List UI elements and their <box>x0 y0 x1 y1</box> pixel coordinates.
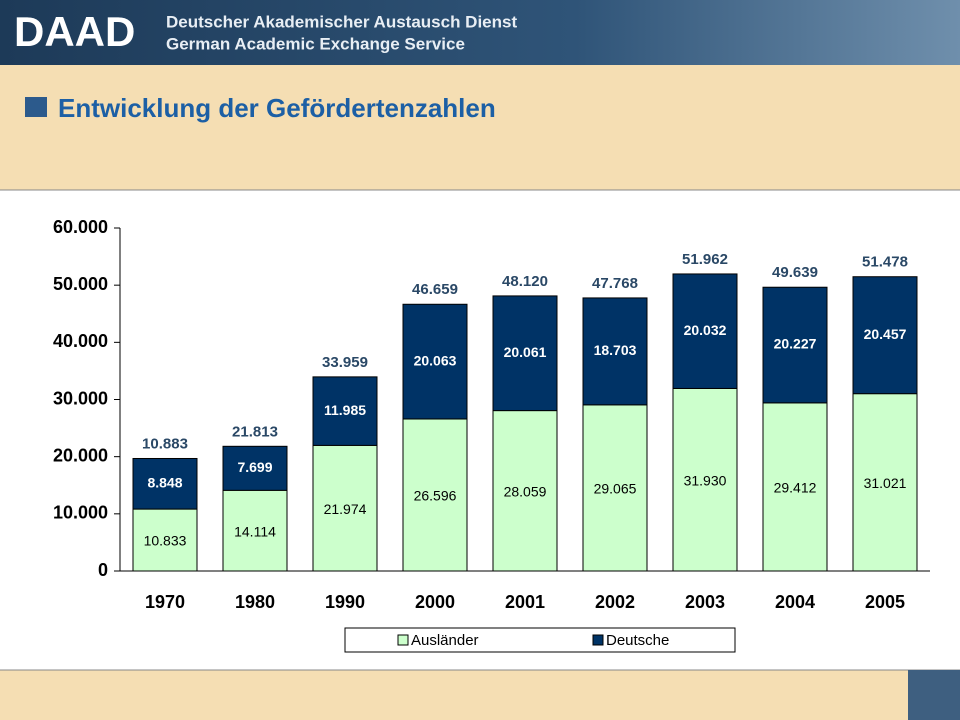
value-label: 20.061 <box>504 344 547 360</box>
header-line: Deutscher Akademischer Austausch Dienst <box>166 12 517 31</box>
bar-segment <box>852 276 918 395</box>
value-label: 31.930 <box>684 472 727 488</box>
bar-segment <box>132 508 198 572</box>
x-tick-label: 2002 <box>595 592 635 612</box>
value-label: 20.032 <box>684 322 727 338</box>
value-label: 20.063 <box>414 352 457 368</box>
x-tick-label: 1970 <box>145 592 185 612</box>
value-label: 7.699 <box>237 459 272 475</box>
y-tick-label: 10.000 <box>53 503 108 523</box>
title-band <box>0 65 960 190</box>
total-label: 49.639 <box>772 264 818 281</box>
bar-segment <box>762 286 828 404</box>
value-label: 8.848 <box>147 474 182 490</box>
value-label: 29.065 <box>594 481 637 497</box>
y-tick-label: 50.000 <box>53 274 108 294</box>
bar-segment <box>852 393 918 572</box>
y-tick-label: 20.000 <box>53 445 108 465</box>
bar-segment <box>132 457 198 510</box>
legend-swatch <box>592 634 604 646</box>
value-label: 29.412 <box>774 480 817 496</box>
value-label: 31.021 <box>864 475 907 491</box>
value-label: 20.457 <box>864 326 907 342</box>
bar-segment <box>492 295 558 412</box>
x-tick-label: 2005 <box>865 592 905 612</box>
total-label: 47.768 <box>592 275 638 292</box>
value-label: 26.596 <box>414 488 457 504</box>
header-line: German Academic Exchange Service <box>166 34 465 53</box>
value-label: 10.833 <box>144 533 187 549</box>
legend <box>344 627 736 653</box>
header-bar <box>0 0 960 65</box>
bar-segment <box>312 376 378 446</box>
bar-segment <box>762 402 828 572</box>
total-label: 21.813 <box>232 423 278 440</box>
logo: DAAD <box>14 8 135 55</box>
value-label: 14.114 <box>234 523 276 539</box>
y-tick-label: 0 <box>98 560 108 580</box>
x-tick-label: 1980 <box>235 592 275 612</box>
y-tick-label: 60.000 <box>53 217 108 237</box>
legend-swatch <box>397 634 409 646</box>
bar-segment <box>402 303 468 420</box>
bar-segment <box>222 445 288 491</box>
total-label: 33.959 <box>322 354 368 371</box>
slide-title: Entwicklung der Gefördertenzahlen <box>58 93 496 123</box>
x-tick-label: 2000 <box>415 592 455 612</box>
total-label: 48.120 <box>502 273 548 290</box>
bar-segment <box>672 273 738 389</box>
y-tick-label: 30.000 <box>53 388 108 408</box>
total-label: 51.962 <box>682 251 728 268</box>
bar-segment <box>222 489 288 572</box>
x-tick-label: 2001 <box>505 592 545 612</box>
y-tick-label: 40.000 <box>53 331 108 351</box>
value-label: 28.059 <box>504 484 547 500</box>
value-label: 11.985 <box>324 402 366 418</box>
x-tick-label: 2003 <box>685 592 725 612</box>
value-label: 20.227 <box>774 336 817 352</box>
total-label: 46.659 <box>412 281 458 298</box>
footer-block <box>908 670 960 720</box>
footer-band <box>0 670 960 720</box>
bullet <box>25 97 47 117</box>
bar-segment <box>582 404 648 572</box>
total-label: 10.883 <box>142 435 188 452</box>
value-label: 21.974 <box>324 501 367 517</box>
total-label: 51.478 <box>862 254 908 271</box>
x-tick-label: 1990 <box>325 592 365 612</box>
bar-segment <box>582 297 648 406</box>
x-tick-label: 2004 <box>775 592 815 612</box>
legend-label: Ausländer <box>411 632 479 649</box>
value-label: 18.703 <box>594 342 637 358</box>
bar-segment <box>492 410 558 572</box>
legend-label: Deutsche <box>606 632 669 649</box>
bar-segment <box>402 418 468 572</box>
